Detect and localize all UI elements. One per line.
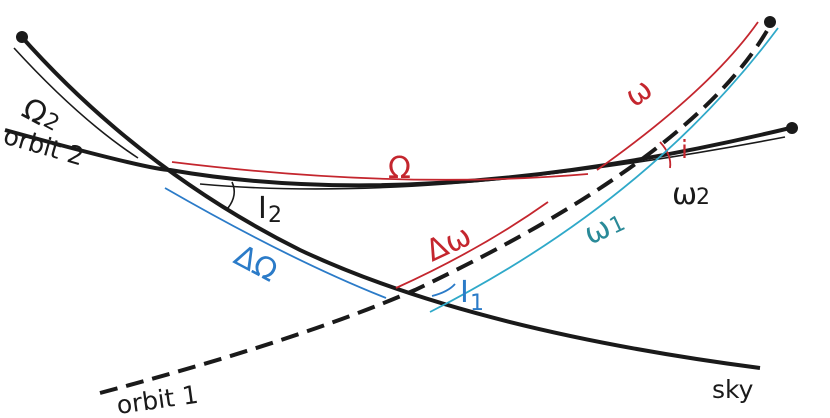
label-omega2: ω 2 [672, 177, 710, 212]
label-I2: I 2 [258, 191, 282, 228]
label-I1-sub: 1 [470, 291, 484, 316]
label-Omega-red: Ω [388, 151, 411, 186]
i-angle-arc-red [659, 141, 672, 169]
sky-curve [18, 33, 761, 370]
label-i-red: i [681, 135, 688, 164]
orbit2-parallel-line [199, 136, 786, 190]
delta-Omega-arc-blue [164, 187, 387, 299]
omega-arc-red [596, 21, 759, 171]
label-delta-Omega: ΔΩ [228, 238, 283, 289]
label-omega2-main: ω [672, 177, 697, 212]
I1-angle-arc-blue [431, 283, 456, 297]
orbit2-endpoint-dot [786, 122, 798, 134]
label-omega1: ω 1 [579, 210, 630, 252]
label-omega2-sub: 2 [696, 185, 710, 210]
delta-omega-arc-red [395, 201, 549, 289]
sky-endpoint-dot [16, 31, 28, 43]
orbit1-curve [99, 21, 774, 395]
label-sky: sky [712, 375, 754, 404]
orbit1-endpoint-dot [764, 16, 776, 28]
omega-node-arc-red [171, 161, 589, 181]
omega1-arc-cyan [429, 27, 779, 313]
sky-curve-parallel [13, 47, 139, 159]
orbit2-curve [4, 126, 791, 188]
I2-angle-arc [227, 181, 236, 209]
label-I2-main: I [258, 191, 267, 226]
label-omega-red: ω [619, 71, 660, 114]
label-I2-sub: 2 [268, 203, 282, 228]
label-I1: I 1 [460, 275, 484, 316]
label-I1-main: I [460, 275, 469, 310]
